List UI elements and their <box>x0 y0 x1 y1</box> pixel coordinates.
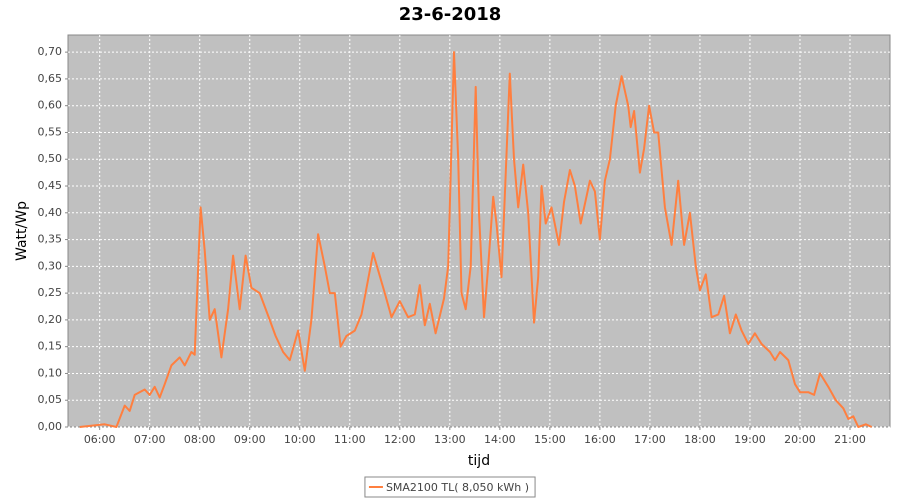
y-tick-label: 0,05 <box>38 393 63 406</box>
y-tick-label: 0,10 <box>38 366 63 379</box>
y-axis-label: Watt/Wp <box>14 201 30 261</box>
legend-label: SMA2100 TL( 8,050 kWh ) <box>386 481 529 494</box>
x-axis-label: tijd <box>468 453 490 469</box>
y-tick-label: 0,45 <box>38 179 63 192</box>
x-tick-label: 11:00 <box>334 433 366 446</box>
x-tick-label: 20:00 <box>784 433 816 446</box>
y-tick-label: 0,25 <box>38 286 63 299</box>
y-tick-label: 0,40 <box>38 206 63 219</box>
y-tick-label: 0,15 <box>38 340 63 353</box>
x-tick-label: 19:00 <box>734 433 766 446</box>
x-tick-label: 12:00 <box>384 433 416 446</box>
x-tick-label: 09:00 <box>234 433 266 446</box>
y-tick-label: 0,35 <box>38 233 63 246</box>
y-tick-label: 0,65 <box>38 72 63 85</box>
x-tick-label: 13:00 <box>434 433 466 446</box>
y-tick-label: 0,70 <box>38 45 63 58</box>
y-tick-label: 0,00 <box>38 420 63 433</box>
legend-box <box>364 476 536 498</box>
series-line <box>79 51 873 428</box>
y-tick-label: 0,50 <box>38 152 63 165</box>
x-tick-label: 07:00 <box>134 433 166 446</box>
x-tick-label: 16:00 <box>584 433 616 446</box>
x-tick-label: 15:00 <box>534 433 566 446</box>
y-tick-label: 0,60 <box>38 99 63 112</box>
y-tick-label: 0,30 <box>38 259 63 272</box>
x-tick-label: 18:00 <box>684 433 716 446</box>
x-tick-label: 21:00 <box>834 433 866 446</box>
y-tick-label: 0,20 <box>38 313 63 326</box>
x-tick-label: 17:00 <box>634 433 666 446</box>
y-tick-label: 0,55 <box>38 125 63 138</box>
x-tick-label: 06:00 <box>84 433 116 446</box>
x-tick-label: 14:00 <box>484 433 516 446</box>
chart-title: 23-6-2018 <box>399 4 502 25</box>
x-tick-label: 10:00 <box>284 433 316 446</box>
x-tick-label: 08:00 <box>184 433 216 446</box>
